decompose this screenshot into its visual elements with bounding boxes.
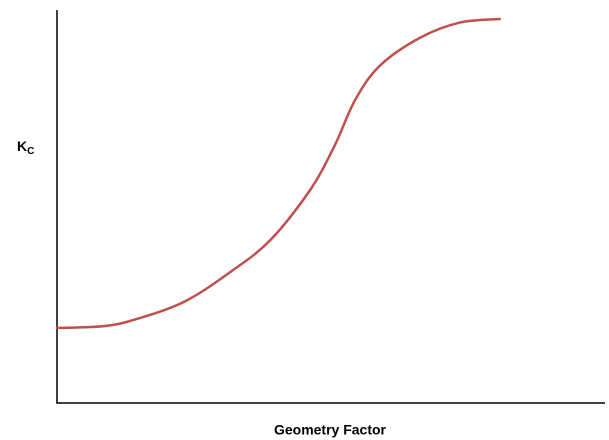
y-axis-label: KC (17, 138, 34, 157)
x-axis-label: Geometry Factor (274, 422, 387, 438)
y-axis-label-main: K (17, 138, 27, 154)
data-line (55, 17, 502, 330)
y-axis-label-subscript: C (27, 146, 34, 157)
